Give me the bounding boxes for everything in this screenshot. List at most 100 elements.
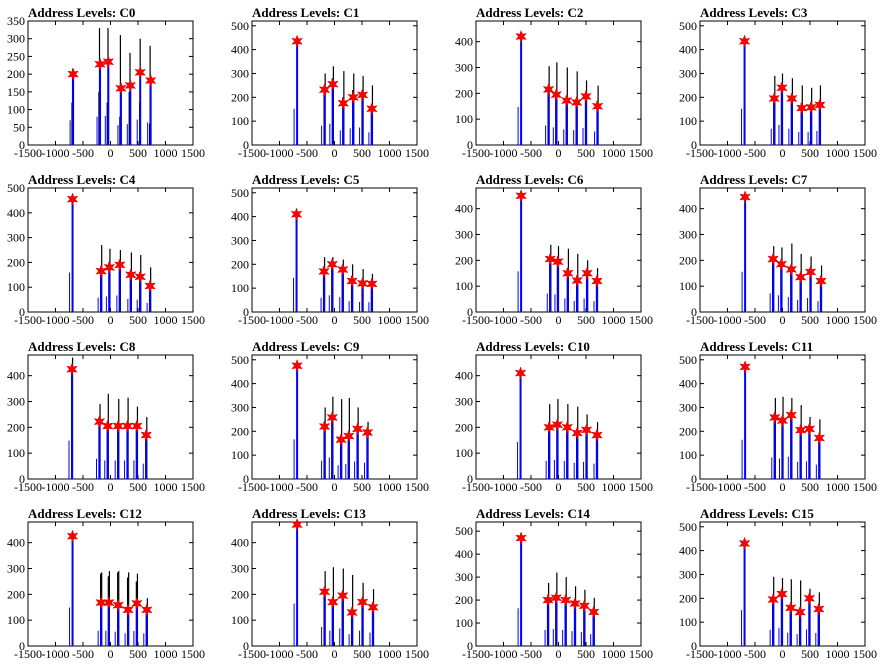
y-tick-label: 100: [679, 114, 697, 128]
x-tick-label: -500: [744, 480, 766, 494]
peak-marker: [814, 98, 826, 112]
y-tick-label: 400: [231, 210, 249, 224]
peak-marker: [361, 425, 374, 440]
x-tick-label: -500: [520, 647, 542, 661]
x-tick-label: 1500: [181, 146, 205, 160]
peak-marker: [591, 274, 603, 288]
x-tick-label: 500: [801, 313, 819, 327]
y-tick-label: 100: [455, 112, 473, 126]
peak-marker: [515, 29, 527, 44]
peak-marker: [335, 432, 347, 447]
chart-panel-7: Address Levels: C7 0 100 200 300 400 -1500 -100…: [679, 172, 877, 327]
peak-marker: [776, 81, 788, 95]
x-tick-label: -1500: [14, 647, 42, 661]
x-tick-label: 500: [353, 146, 371, 160]
y-tick-label: 200: [679, 591, 697, 605]
y-tick-label: 400: [455, 369, 473, 383]
peak-marker: [550, 591, 563, 605]
x-tick-label: 1500: [405, 647, 429, 661]
peak-marker: [550, 87, 563, 102]
x-tick-label: 1000: [154, 146, 178, 160]
peak-marker: [570, 95, 583, 110]
x-tick-label: 1500: [853, 647, 877, 661]
x-tick-label: -1000: [42, 313, 70, 327]
chart-title: Address Levels: C8: [28, 339, 136, 354]
x-tick-label: -1000: [42, 647, 70, 661]
peak-marker: [122, 603, 134, 617]
peak-marker: [291, 517, 303, 532]
peak-marker: [559, 593, 572, 607]
y-tick-label: 300: [679, 66, 697, 80]
x-tick-label: -1500: [686, 313, 714, 327]
peak-marker: [591, 99, 604, 113]
plot-frame: [27, 521, 194, 647]
peak-marker: [775, 257, 788, 271]
chart-title: Address Levels: C2: [476, 5, 583, 20]
y-tick-label: 500: [231, 186, 249, 200]
y-tick-label: 400: [455, 547, 473, 561]
chart-panel-13: Address Levels: C13 0 100 200 300 400 -1500 -10…: [231, 506, 429, 661]
peak-marker: [768, 410, 781, 425]
peak-marker: [569, 596, 581, 611]
peak-marker: [318, 585, 331, 599]
peak-marker: [552, 254, 564, 269]
peak-marker: [738, 536, 751, 551]
x-tick-label: 500: [801, 146, 819, 160]
y-tick-label: 200: [455, 593, 473, 607]
y-tick-label: 0: [243, 639, 249, 653]
y-tick-label: 400: [231, 377, 249, 391]
y-tick-label: 100: [679, 448, 697, 462]
chart-title: Address Levels: C14: [476, 506, 590, 521]
y-tick-label: 200: [679, 424, 697, 438]
peak-marker: [346, 274, 358, 288]
y-tick-label: 400: [455, 35, 473, 49]
plot-frame: [475, 521, 642, 647]
peak-marker: [66, 192, 79, 206]
peak-marker: [125, 268, 137, 282]
chart-panel-11: Address Levels: C11 0 100 200 300 400 500 -1500…: [679, 339, 877, 494]
y-tick-label: 300: [231, 400, 249, 414]
peak-marker: [805, 100, 817, 115]
peak-marker: [812, 602, 825, 616]
y-tick-label: 200: [7, 587, 25, 601]
x-tick-label: 1000: [378, 480, 402, 494]
peak-marker: [346, 605, 358, 620]
peak-marker: [144, 73, 157, 88]
y-tick-label: 300: [231, 562, 249, 576]
chart-panel-1: Address Levels: C10100200300400500-1500-…: [231, 5, 429, 160]
x-tick-label: 1000: [826, 480, 850, 494]
x-tick-label: 1000: [602, 146, 626, 160]
peak-marker: [739, 190, 751, 204]
chart-panel-3: Address Levels: C30100200300400500-1500-…: [679, 5, 877, 160]
x-tick-label: 0: [108, 146, 114, 160]
x-tick-label: 1500: [629, 480, 653, 494]
x-tick-label: -500: [744, 647, 766, 661]
x-tick-label: 1000: [602, 313, 626, 327]
x-tick-label: -1000: [714, 647, 742, 661]
y-tick-label: 300: [679, 567, 697, 581]
peak-marker: [95, 264, 107, 278]
y-tick-label: 300: [7, 562, 25, 576]
chart-title: Address Levels: C3: [700, 5, 808, 20]
peak-marker: [112, 598, 125, 612]
x-tick-label: 1500: [405, 146, 429, 160]
y-tick-label: 500: [7, 181, 25, 195]
y-tick-label: 0: [691, 305, 697, 319]
y-tick-label: 500: [455, 524, 473, 538]
y-tick-label: 300: [455, 395, 473, 409]
chart-title: Address Levels: C5: [252, 172, 360, 187]
peak-marker: [514, 366, 527, 380]
y-tick-label: 0: [467, 472, 473, 486]
x-tick-label: 0: [556, 146, 562, 160]
y-tick-label: 300: [679, 400, 697, 414]
peak-marker: [785, 408, 798, 422]
y-tick-label: 300: [455, 570, 473, 584]
x-tick-label: 0: [332, 146, 338, 160]
y-tick-label: 300: [7, 231, 25, 245]
x-tick-label: 1000: [602, 480, 626, 494]
peak-marker: [561, 420, 574, 435]
x-tick-label: 500: [353, 313, 371, 327]
y-tick-label: 300: [231, 233, 249, 247]
x-tick-label: 0: [332, 480, 338, 494]
peak-marker: [67, 67, 79, 81]
